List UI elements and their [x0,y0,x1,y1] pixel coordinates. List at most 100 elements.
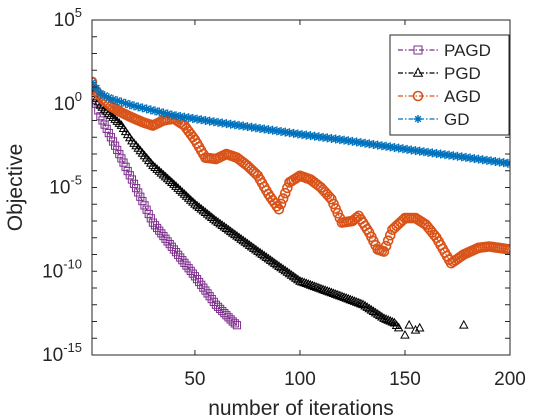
data-point [142,104,152,114]
data-point [297,276,307,286]
data-point [341,292,351,302]
series-pgd [92,83,469,339]
y-tick-base: 10 [42,261,63,282]
data-point [123,166,132,176]
data-point [209,213,219,223]
data-point [217,220,228,229]
data-point [121,162,130,171]
data-point [377,311,387,321]
data-point [269,258,280,267]
data-point [138,196,147,206]
data-point [140,201,149,210]
legend-entry-pagd: PAGD [398,41,491,60]
data-point [103,108,114,117]
data-point [108,112,118,121]
data-point [119,158,128,167]
data-point [381,314,391,323]
data-point [382,235,394,246]
data-point [362,302,372,311]
data-point [351,296,362,306]
data-point [274,261,284,270]
data-point [345,294,356,304]
y-tick-base: 10 [54,94,75,115]
data-point [125,171,134,180]
data-point [278,264,288,273]
data-point [240,237,251,246]
data-point [414,322,425,332]
data-point [276,262,286,272]
data-point [113,145,122,155]
data-point [178,256,187,265]
data-point [244,240,255,249]
y-tick-exponent: -15 [63,340,82,355]
data-point [219,221,230,231]
x-axis-label: number of iterations [208,397,394,420]
data-point [413,45,423,55]
data-point [255,247,265,257]
data-point [155,226,164,235]
data-point [273,203,285,215]
data-point [133,102,143,112]
data-point [112,116,123,125]
data-point [293,274,303,284]
y-tick-base: 10 [49,178,70,199]
data-point [186,266,195,276]
data-point [330,289,341,298]
data-point [165,239,174,249]
data-point [318,284,328,294]
data-point [106,110,116,119]
data-point [92,83,101,93]
data-point [366,304,377,314]
data-point [162,173,173,183]
data-point [136,192,145,201]
data-point [108,94,118,104]
data-point [182,261,191,270]
data-point [211,215,221,225]
data-point [347,295,358,305]
data-point [227,227,238,237]
data-point [358,299,368,309]
data-point [295,275,305,285]
data-point [368,306,379,316]
data-point [223,224,234,234]
data-point [309,281,320,291]
data-point [383,315,393,324]
data-point [108,137,118,146]
data-point [251,244,261,254]
data-point [157,229,166,238]
data-point [209,297,218,307]
data-point [104,128,113,138]
data-point [400,329,410,339]
data-point [356,298,366,308]
legend-box [389,34,510,136]
y-tick-exponent: 0 [75,89,82,104]
data-point [192,275,202,284]
data-point [272,259,282,269]
data-point [181,191,192,200]
data-point [305,279,316,289]
data-point [167,110,177,120]
data-point [116,97,126,107]
data-point [224,313,233,322]
data-point [183,192,194,202]
data-point [282,267,293,276]
data-point [106,133,116,142]
data-point [246,241,257,251]
data-point [242,238,253,248]
data-point [190,198,200,208]
data-point [332,289,343,299]
data-point [307,280,318,290]
y-tick-base: 10 [54,10,75,31]
data-point [127,175,137,184]
data-point [117,154,126,163]
y-tick-exponent: -10 [63,256,82,271]
data-point [204,210,215,220]
legend-entry-pgd: PGD [398,64,481,83]
data-point [194,202,204,211]
y-tick-base: 10 [42,345,63,366]
data-point [236,233,246,243]
data-point [218,306,227,316]
data-point [98,116,107,125]
data-point [324,286,335,296]
